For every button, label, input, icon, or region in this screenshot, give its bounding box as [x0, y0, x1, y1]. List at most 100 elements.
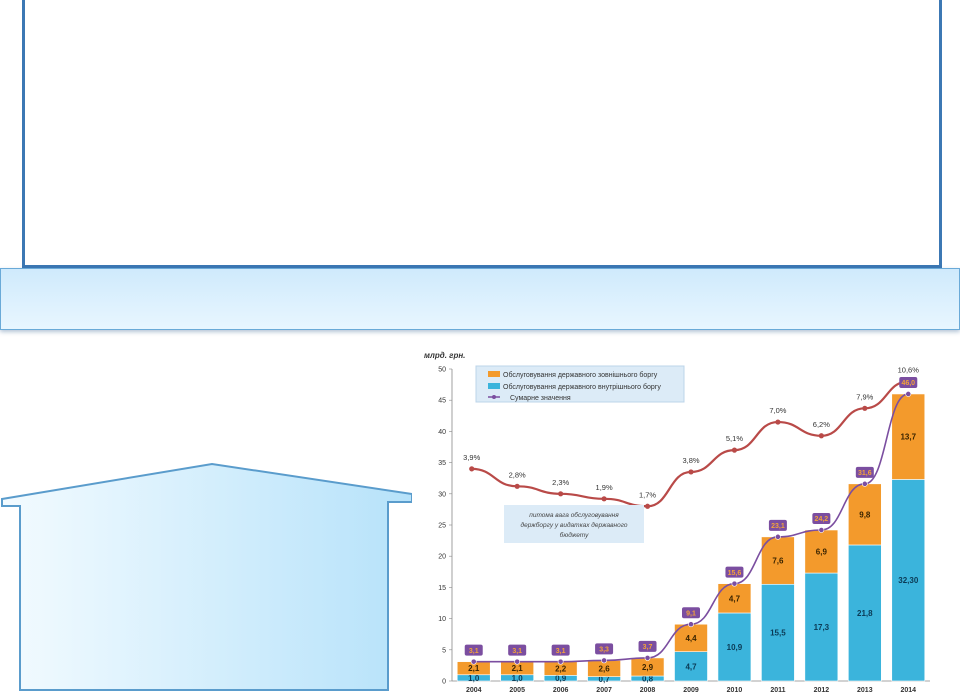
total-label: 3,1 — [512, 648, 522, 655]
bar-value-label: 9,8 — [859, 510, 871, 519]
legend-label-total: Сумарне значення — [510, 395, 571, 402]
y-tick-label: 50 — [438, 367, 446, 374]
y-tick-label: 40 — [438, 429, 446, 436]
share-line — [471, 380, 909, 508]
y-tick-label: 20 — [438, 554, 446, 561]
share-point — [775, 419, 781, 425]
top-frame — [22, 0, 942, 268]
x-tick-label: 2010 — [727, 687, 743, 694]
total-point — [644, 655, 651, 661]
share-point — [558, 491, 564, 497]
bar-value-label: 0,8 — [642, 675, 654, 684]
x-tick-label: 2005 — [509, 687, 525, 694]
total-point — [731, 580, 738, 587]
y-tick-label: 0 — [442, 679, 446, 686]
y-tick-label: 5 — [442, 647, 446, 654]
total-point — [861, 480, 868, 487]
y-tick-label: 35 — [438, 460, 446, 467]
share-point — [644, 503, 651, 509]
share-point — [688, 469, 694, 475]
bar-value-label: 7,6 — [772, 557, 784, 566]
total-label-box — [768, 519, 787, 531]
bar-internal — [891, 479, 926, 682]
total-label-box — [551, 644, 570, 656]
y-tick-label: 25 — [438, 523, 446, 530]
bar-external — [761, 536, 795, 585]
bar-value-label: 2,9 — [642, 663, 654, 672]
y-tick-label: 30 — [438, 491, 446, 498]
title-bar — [0, 268, 960, 330]
total-label: 3,7 — [643, 644, 653, 651]
legend: Обслуговування державного зовнішнього бо… — [475, 365, 685, 403]
x-tick-label: 2013 — [857, 687, 873, 694]
bar-external — [804, 529, 839, 574]
bar-value-label: 4,7 — [685, 662, 697, 671]
bar-value-label: 10,9 — [727, 643, 743, 652]
bar-value-label: 2,1 — [468, 664, 480, 673]
share-point — [469, 466, 475, 472]
total-point — [775, 533, 781, 540]
share-point — [818, 433, 824, 439]
total-label: 24,2 — [815, 516, 829, 523]
bar-internal — [761, 583, 795, 682]
total-point — [557, 658, 564, 665]
bar-value-label: 4,4 — [685, 634, 697, 643]
total-point — [470, 658, 477, 665]
legend-label-external: Обслуговування державного зовнішнього бо… — [503, 371, 658, 379]
total-label: 46,0 — [901, 380, 915, 387]
x-tick-label: 2009 — [683, 687, 699, 694]
y-axis-label: млрд. грн. — [424, 351, 465, 360]
x-tick-label: 2004 — [466, 687, 482, 694]
share-label: 1,9% — [596, 483, 613, 492]
share-point — [731, 447, 738, 453]
total-label-box — [855, 466, 874, 478]
share-label: 10,6% — [898, 365, 920, 374]
total-label-box — [464, 644, 483, 656]
y-tick-label: 15 — [438, 585, 446, 592]
x-tick-label: 2011 — [770, 687, 785, 694]
x-tick-label: 2014 — [900, 687, 916, 694]
share-label: 3,9% — [463, 453, 480, 462]
total-label: 15,6 — [728, 570, 742, 577]
total-label: 9,1 — [686, 610, 696, 617]
bar-value-label: 1,0 — [468, 674, 480, 683]
legend-swatch-external — [488, 371, 500, 377]
share-point — [601, 496, 607, 502]
legend-swatch-internal — [488, 383, 500, 389]
x-tick-label: 2007 — [596, 687, 612, 694]
bar-value-label: 4,7 — [729, 594, 741, 603]
total-label-box — [812, 512, 831, 524]
total-label: 3,3 — [599, 647, 609, 654]
bar-value-label: 32,30 — [898, 576, 919, 585]
bar-value-label: 21,8 — [857, 609, 873, 618]
total-label: 3,1 — [469, 648, 479, 655]
legend-label-internal: Обслуговування державного внутрішнього б… — [503, 383, 661, 391]
total-label-box — [725, 566, 744, 578]
share-label: 5,1% — [726, 434, 743, 443]
share-label: 3,8% — [682, 456, 699, 465]
total-label-box — [638, 640, 657, 652]
share-point — [862, 405, 868, 411]
total-point — [601, 657, 607, 664]
bar-external — [848, 483, 882, 546]
share-point — [514, 483, 520, 489]
total-point — [688, 621, 694, 628]
house-shape — [0, 462, 412, 691]
bar-external — [891, 393, 926, 480]
total-point — [514, 658, 521, 665]
bar-value-label: 2,2 — [555, 665, 567, 674]
share-label: 6,2% — [813, 420, 830, 429]
annotation-box: питома вага обслуговування держборгу у ви… — [504, 505, 644, 543]
debt-service-chart: млрд. грн. 0 5 10 15 20 25 30 35 40 45 50 2004 2005 2… — [424, 351, 930, 694]
bar-internal — [804, 572, 839, 682]
y-tick-label: 10 — [438, 616, 446, 623]
x-tick-label: 2006 — [553, 687, 569, 694]
bar-internal — [848, 544, 882, 682]
bar-value-label: 13,7 — [900, 433, 916, 442]
total-label-box — [595, 643, 614, 655]
bar-value-label: 2,1 — [512, 664, 524, 673]
total-label-box — [682, 607, 700, 619]
share-label: 2,8% — [509, 470, 526, 479]
total-point — [905, 391, 912, 397]
bar-value-label: 0,7 — [599, 675, 611, 684]
